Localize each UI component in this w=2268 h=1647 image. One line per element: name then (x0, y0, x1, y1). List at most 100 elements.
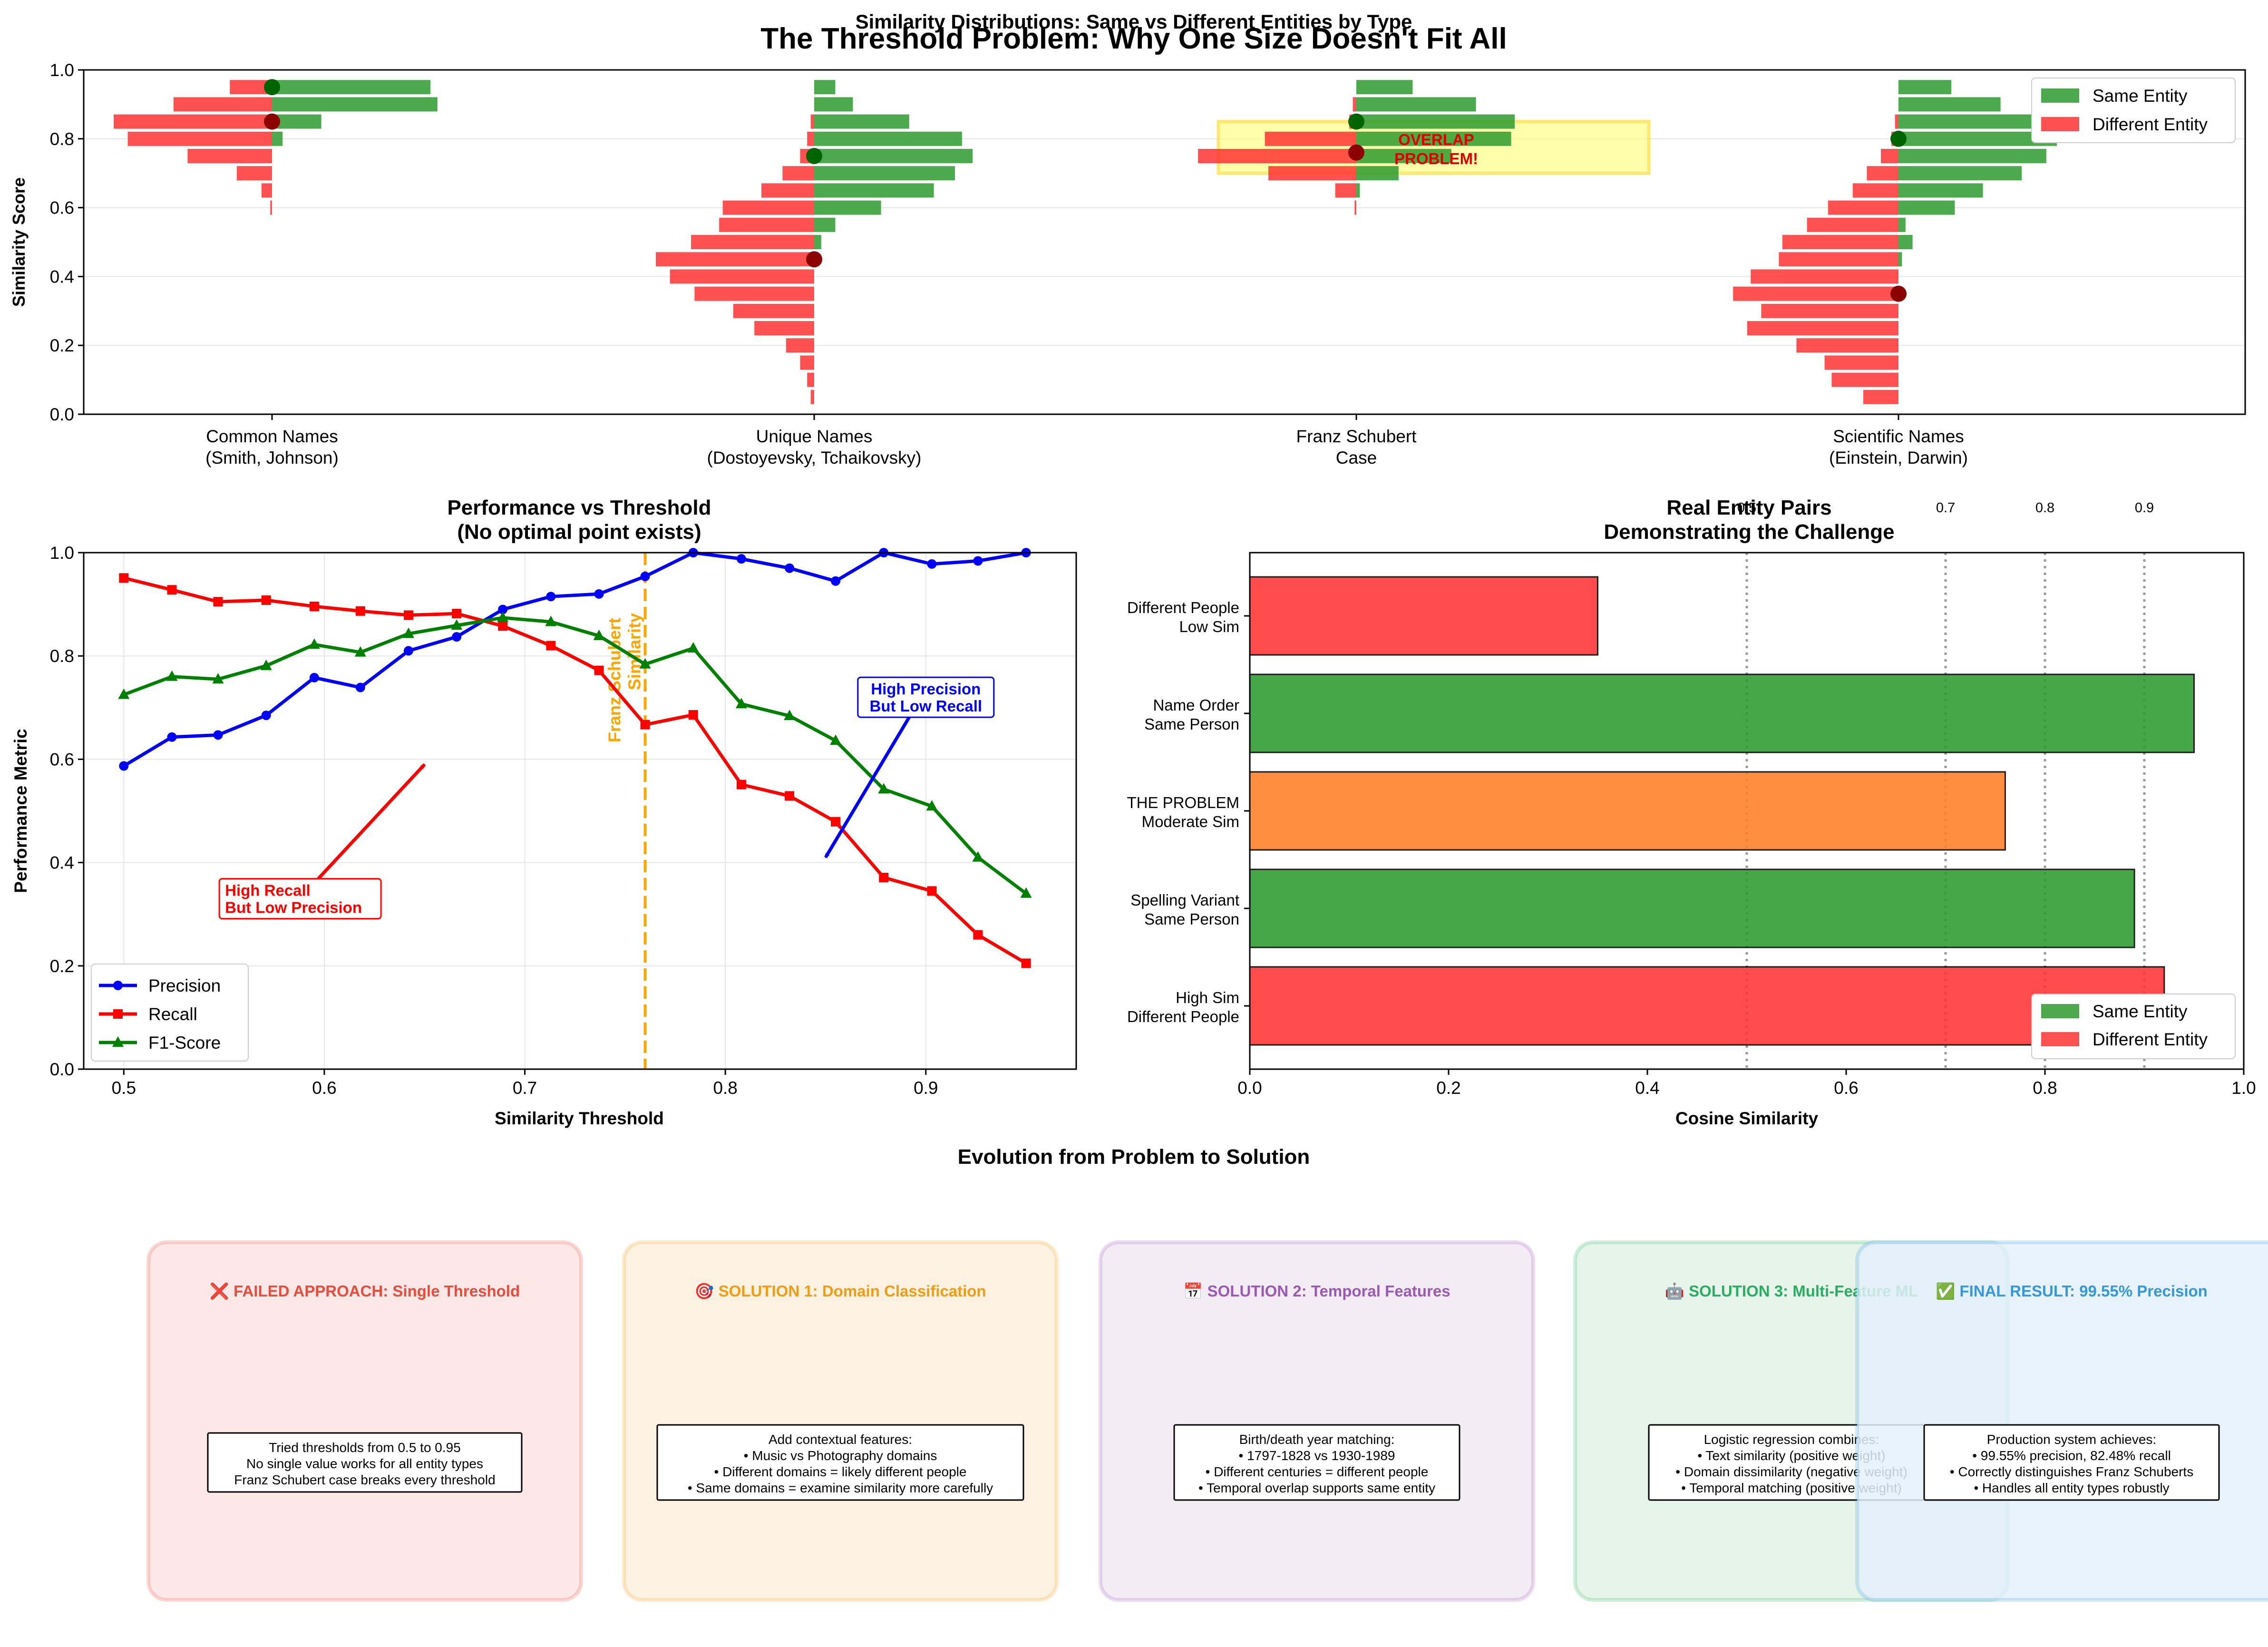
evolution-box-heading: 🎯 SOLUTION 1: Domain Classification (694, 1282, 986, 1300)
recall-point (831, 817, 841, 827)
same-entity-bar (814, 200, 881, 215)
performance-plot-frame (83, 552, 1077, 1070)
same-entity-bar (1356, 114, 1515, 129)
pair-label-line2: Same Person (1144, 715, 1239, 733)
same-entity-bar (814, 166, 955, 181)
different-entity-bar (1881, 149, 1898, 163)
f1-score-point (403, 627, 415, 638)
entity-pair-bar (1249, 673, 2195, 753)
f1-score-point (308, 638, 320, 649)
pair-label-line1: Name Order (1153, 696, 1239, 714)
precision-point (261, 711, 271, 721)
same-entity-bar (1898, 217, 1906, 232)
recall-point (404, 610, 414, 620)
f1-score-point (593, 629, 605, 640)
performance-title-line1: Performance vs Threshold (447, 496, 711, 519)
recall-point (640, 720, 650, 730)
pairs-title-line2: Demonstrating the Challenge (1604, 520, 1894, 544)
evolution-box-textbox (1923, 1424, 2220, 1501)
evolution-box-line: • Different centuries = different people (1206, 1464, 1429, 1479)
same-entity-bar (272, 131, 283, 146)
different-entity-mean-marker (806, 251, 822, 268)
distribution-chart: OVERLAP PROBLEM! 0.0 0.2 0.4 0.6 0.8 1.0 Comm… (9, 60, 2246, 468)
recall-point (688, 710, 698, 720)
pairs-x-tick-label: 0.8 (2033, 1078, 2057, 1098)
pairs-legend-label-same: Same Entity (2093, 1002, 2188, 1021)
f1-score-point (354, 646, 366, 657)
recall-point (452, 609, 462, 619)
group-label-line2: Case (1336, 448, 1377, 468)
recall-point (927, 886, 937, 896)
precision-point (927, 559, 937, 569)
f1-score-point (830, 734, 842, 745)
pairs-x-tick-label: 0.4 (1635, 1078, 1659, 1098)
same-entity-bar (272, 97, 438, 112)
evolution-box-textbox (1173, 1424, 1460, 1501)
different-entity-bar (1761, 303, 1898, 318)
different-entity-bar (656, 252, 814, 267)
legend-marker-recall (113, 1009, 123, 1019)
different-entity-bar (173, 97, 272, 112)
precision-point (831, 576, 841, 586)
same-entity-bar (1898, 252, 1902, 267)
different-entity-bar (237, 166, 272, 181)
different-entity-bar (754, 321, 814, 335)
evolution-box-line: • Handles all entity types robustly (1974, 1481, 2169, 1495)
same-entity-bar (272, 80, 430, 95)
different-entity-bar (807, 372, 814, 387)
same-entity-bar (814, 114, 909, 129)
recall-point (785, 791, 795, 801)
legend-marker-precision (113, 981, 123, 990)
distribution-plot-frame (83, 69, 2246, 415)
same-entity-bar (1898, 149, 2046, 163)
precision-point (119, 761, 129, 771)
different-entity-bar (187, 149, 272, 163)
pairs-x-tick-label: 1.0 (2231, 1078, 2256, 1098)
same-entity-bar (814, 235, 821, 249)
recall-point (879, 873, 889, 883)
same-entity-bar (1898, 131, 2057, 146)
precision-point (785, 563, 795, 573)
f1-score-point (1020, 887, 1032, 898)
different-entity-bar (1353, 97, 1356, 112)
performance-y-tick-label: 0.4 (50, 853, 74, 873)
group-label-line1: Unique Names (756, 427, 873, 446)
distribution-y-tick-label: 0.2 (50, 336, 74, 355)
performance-title-line2: (No optimal point exists) (457, 520, 701, 544)
performance-x-tick-label: 0.9 (914, 1078, 938, 1098)
annotation-text-line1: High Precision (871, 680, 981, 698)
performance-y-tick-label: 0.8 (50, 646, 74, 666)
f1-score-point (735, 698, 747, 709)
entity-pair-bar (1249, 771, 2006, 851)
different-entity-bar (1751, 269, 1898, 284)
legend-label-precision: Precision (148, 976, 221, 995)
recall-point (213, 597, 223, 607)
same-entity-bar (814, 149, 973, 163)
recall-point (261, 595, 271, 605)
evolution-box-heading: 📅 SOLUTION 2: Temporal Features (1183, 1282, 1450, 1300)
different-entity-bar (261, 183, 272, 198)
different-entity-bar (1747, 321, 1898, 335)
precision-point (167, 732, 177, 742)
legend-swatch-same (2041, 88, 2079, 103)
different-entity-bar (1867, 166, 1898, 181)
different-entity-bar (1828, 200, 1898, 215)
pair-label-line2: Different People (1127, 1008, 1239, 1025)
legend-marker-f1-score (112, 1036, 124, 1047)
different-entity-bar (1895, 114, 1898, 129)
evolution-box-background (622, 1240, 1059, 1602)
evolution-box-line: • Text similarity (positive weight) (1697, 1448, 1885, 1463)
same-entity-mean-marker (806, 148, 822, 164)
precision-point (452, 632, 462, 642)
distribution-y-tick-label: 0.8 (50, 129, 74, 149)
same-entity-bar (1898, 235, 1913, 249)
precision-point (640, 571, 650, 581)
f1-score-point (166, 670, 178, 681)
overlap-label-line1: OVERLAP (1398, 131, 1474, 148)
recall-point (594, 665, 604, 675)
performance-chart: Performance vs Threshold (No optimal poi… (11, 496, 1077, 1128)
distribution-y-tick-label: 0.6 (50, 198, 74, 218)
evolution-box-line: No single value works for all entity typ… (246, 1456, 483, 1471)
pairs-x-axis-label: Cosine Similarity (1675, 1109, 1819, 1128)
precision-point (404, 646, 414, 656)
